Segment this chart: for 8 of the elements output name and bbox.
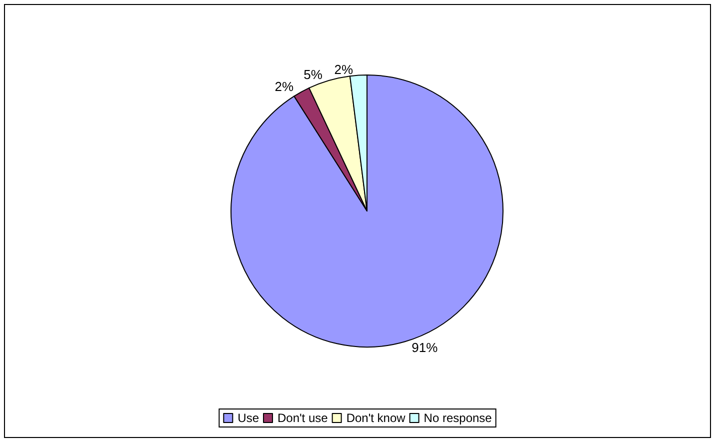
data-label: 2% xyxy=(274,79,294,94)
legend-label: Don't know xyxy=(346,411,406,425)
legend-label: No response xyxy=(424,411,492,425)
legend-label: Don't use xyxy=(277,411,328,425)
data-label: 2% xyxy=(334,62,354,77)
data-label: 91% xyxy=(412,340,438,355)
data-label: 5% xyxy=(304,67,323,82)
legend-label: Use xyxy=(238,411,260,425)
